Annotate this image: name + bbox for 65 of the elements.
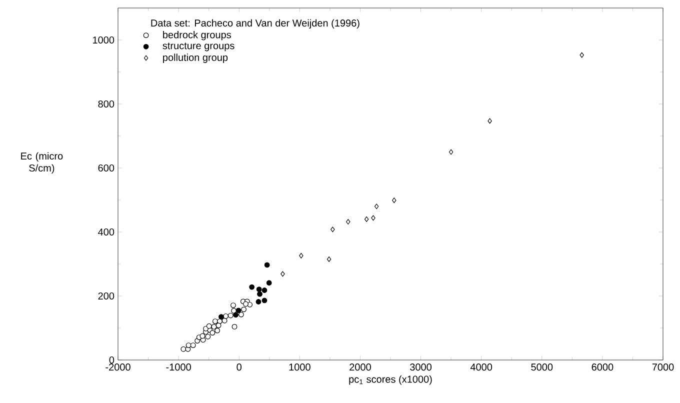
point [488,118,492,124]
point [222,318,228,324]
point [280,271,285,277]
point [448,149,454,155]
point [262,288,268,293]
point [299,252,304,258]
point [374,204,379,210]
point [214,328,220,334]
y-tick-label: 1000 [93,36,114,44]
y-tick-label: 800 [98,100,114,108]
point [233,312,238,318]
x-tick-label: -1000 [166,364,191,371]
point [236,308,242,314]
point [232,324,238,330]
y-axis-title: Ec (micro S/cm) [21,152,63,174]
point [256,286,262,292]
y-tick-label: 200 [98,292,114,300]
y-tick-label: 600 [98,164,114,172]
x-tick-label: 5000 [531,364,553,371]
point [256,299,262,304]
point [230,302,236,308]
x-tick-label: 0 [236,364,242,371]
point [212,318,218,324]
point [228,312,234,318]
x-tick-label: -2000 [106,364,130,371]
point [241,306,246,312]
point [210,330,216,336]
point [206,323,212,329]
point [243,301,248,307]
legend-label: bedrock groups [163,30,231,40]
point [190,342,196,348]
point [580,52,584,58]
point [186,342,192,348]
point [330,226,335,232]
point [238,312,244,318]
legend-title: Data set: Pacheco and Van der Weijden (1996) [151,19,360,29]
point [231,308,237,314]
x-tick-label: 6000 [592,364,614,371]
point [200,333,206,339]
x-axis-title: pc$_{1}$ scores (x1000) [349,375,432,385]
x-tick-label: 7000 [652,364,674,371]
point [211,324,217,330]
x-tick-label: 3000 [410,364,432,371]
point [346,219,350,224]
point [223,313,228,319]
point [216,322,222,328]
point [266,280,272,286]
point [371,215,376,221]
y-tick-label: 400 [98,228,114,236]
y-tick-label: 0 [109,356,114,364]
point [364,216,369,222]
point [218,314,224,320]
x-tick-label: 1000 [289,364,310,371]
point [249,284,255,290]
legend-label: pollution group [163,54,228,63]
point [180,346,186,352]
point [205,334,211,340]
x-tick-label: 2000 [350,364,371,371]
legend-label: structure groups [162,42,234,52]
point [257,291,262,297]
point [326,256,332,262]
x-tick-label: 4000 [470,364,492,371]
point [264,262,270,268]
point [392,198,396,204]
point [262,298,268,304]
